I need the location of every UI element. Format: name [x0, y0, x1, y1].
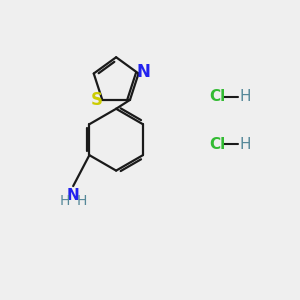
Text: H: H [240, 136, 251, 152]
Text: H: H [76, 194, 87, 208]
Text: H: H [240, 89, 251, 104]
Text: Cl: Cl [209, 89, 225, 104]
Text: N: N [67, 188, 80, 203]
Text: N: N [136, 63, 151, 81]
Text: S: S [91, 91, 103, 109]
Text: H: H [60, 194, 70, 208]
Text: Cl: Cl [209, 136, 225, 152]
